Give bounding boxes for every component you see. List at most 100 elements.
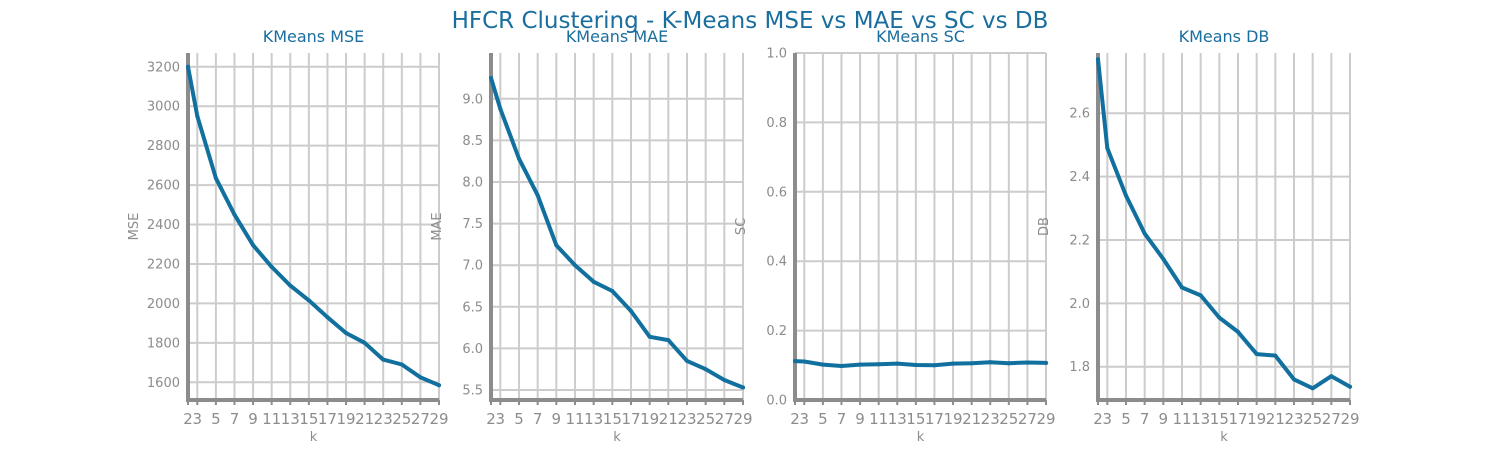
y-tick-label: 2.4 — [1069, 170, 1090, 185]
x-tick-label: 27 — [715, 410, 734, 428]
data-point — [1292, 377, 1296, 382]
x-tick-label: 13 — [1191, 410, 1210, 428]
y-tick-label: 7.5 — [462, 217, 483, 232]
y-tick-label: 8.5 — [462, 134, 483, 149]
data-point — [820, 362, 825, 367]
y-tick-label: 1.8 — [1069, 360, 1090, 375]
x-tick-label: 27 — [1018, 410, 1037, 428]
x-tick-label: 3 — [193, 410, 203, 428]
data-point — [1180, 285, 1184, 290]
data-point — [306, 298, 311, 303]
data-point — [1044, 360, 1048, 365]
data-point — [932, 363, 937, 368]
x-tick-label: 5 — [211, 410, 221, 428]
data-point — [1254, 352, 1259, 357]
x-tick-label: 19 — [336, 410, 355, 428]
x-tick-label: 2 — [486, 410, 496, 428]
data-point — [685, 358, 689, 363]
data-point — [232, 212, 237, 217]
figure-title: HFCR Clustering - K-Means MSE vs MAE vs … — [452, 8, 1049, 34]
x-tick-label: 29 — [429, 410, 448, 428]
y-tick-label: 5.5 — [462, 384, 483, 399]
data-point — [988, 360, 993, 365]
x-tick-label: 15 — [603, 410, 622, 428]
data-point — [1198, 293, 1203, 298]
y-tick-label: 2.6 — [1069, 107, 1090, 122]
y-tick-label: 2.0 — [1069, 297, 1090, 312]
x-tick-label: 17 — [318, 410, 337, 428]
data-point — [793, 359, 797, 364]
x-tick-label: 27 — [1322, 410, 1341, 428]
x-tick-label: 15 — [1210, 410, 1229, 428]
data-point — [1217, 315, 1222, 320]
y-tick-label: 6.5 — [462, 300, 483, 315]
data-point — [610, 288, 615, 293]
subplot-title: KMeans DB — [1179, 27, 1270, 46]
y-axis-label: MSE — [127, 213, 142, 241]
data-point — [1329, 374, 1334, 379]
y-tick-label: 1600 — [147, 376, 180, 391]
x-tick-label: 9 — [248, 410, 258, 428]
data-point — [399, 362, 404, 367]
x-tick-label: 15 — [906, 410, 925, 428]
data-point — [1096, 57, 1100, 62]
x-tick-label: 5 — [1121, 410, 1131, 428]
data-point — [1348, 384, 1352, 389]
x-tick-label: 23 — [374, 410, 393, 428]
data-point — [1273, 353, 1278, 358]
y-tick-label: 0.0 — [766, 394, 787, 409]
x-tick-label: 11 — [262, 410, 281, 428]
x-tick-label: 29 — [733, 410, 752, 428]
x-tick-label: 25 — [392, 410, 411, 428]
x-tick-label: 3 — [1103, 410, 1113, 428]
x-tick-label: 11 — [565, 410, 584, 428]
x-tick-label: 23 — [1284, 410, 1303, 428]
x-tick-label: 21 — [1266, 410, 1285, 428]
data-point — [186, 64, 190, 69]
data-point — [951, 361, 956, 366]
y-tick-label: 0.2 — [766, 324, 787, 339]
data-point — [913, 362, 918, 367]
x-tick-label: 13 — [281, 410, 300, 428]
data-point — [517, 156, 521, 161]
data-point — [629, 308, 633, 313]
x-tick-label: 7 — [837, 410, 847, 428]
data-point — [1124, 193, 1128, 198]
y-tick-label: 1.0 — [766, 47, 787, 62]
subplot-3: 0.00.20.40.60.81.02 3 5 7 9 11 13 15 17 19 21 23 25 2… — [734, 27, 1056, 445]
x-axis-label: k — [917, 430, 925, 445]
x-tick-label: 5 — [514, 410, 524, 428]
subplot-title: KMeans MAE — [566, 27, 668, 46]
x-tick-label: 13 — [888, 410, 907, 428]
x-tick-label: 2 — [183, 410, 193, 428]
subplot-title: KMeans MSE — [263, 27, 365, 46]
y-tick-label: 0.4 — [766, 255, 787, 270]
x-tick-label: 27 — [411, 410, 430, 428]
x-tick-label: 3 — [496, 410, 506, 428]
data-point — [802, 359, 807, 364]
data-point — [325, 315, 330, 320]
x-tick-label: 13 — [584, 410, 603, 428]
data-point — [876, 362, 881, 367]
data-point — [895, 361, 900, 366]
data-point — [251, 243, 256, 248]
y-tick-label: 2400 — [147, 218, 180, 233]
x-tick-label: 9 — [1159, 410, 1169, 428]
x-tick-label: 29 — [1036, 410, 1055, 428]
x-tick-label: 23 — [981, 410, 1000, 428]
data-point — [591, 279, 596, 284]
y-tick-label: 0.6 — [766, 185, 787, 200]
data-point — [1161, 256, 1166, 261]
x-tick-label: 15 — [299, 410, 318, 428]
x-tick-label: 21 — [659, 410, 678, 428]
data-point — [666, 338, 671, 343]
data-point — [1006, 361, 1011, 366]
data-point — [288, 283, 293, 288]
y-tick-label: 3200 — [147, 60, 180, 75]
data-point — [437, 383, 441, 388]
x-axis-label: k — [613, 430, 621, 445]
data-point — [741, 385, 745, 390]
y-tick-label: 2200 — [147, 257, 180, 272]
x-tick-label: 5 — [818, 410, 828, 428]
